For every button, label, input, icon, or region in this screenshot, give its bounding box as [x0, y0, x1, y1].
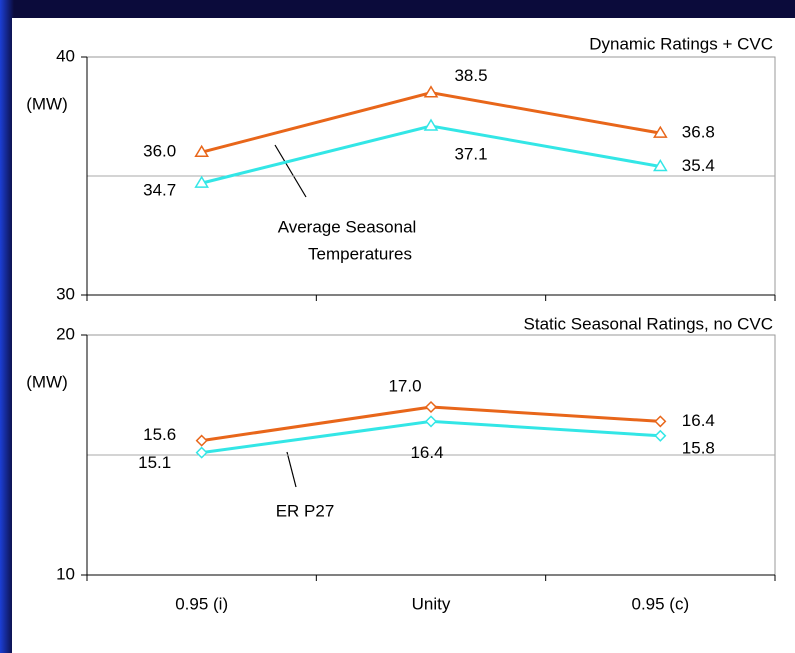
- y-tick-label: 30: [56, 284, 75, 303]
- y-axis-label: (MW): [26, 372, 68, 391]
- annotation: Temperatures: [308, 244, 412, 263]
- panel-title: Dynamic Ratings + CVC: [589, 34, 773, 53]
- panel-title: Static Seasonal Ratings, no CVC: [524, 314, 773, 333]
- annotation-pointer: [286, 451, 297, 488]
- marker: [653, 159, 668, 172]
- marker: [424, 400, 438, 414]
- data-label: 36.8: [682, 123, 715, 142]
- annotation: Average Seasonal: [278, 217, 417, 236]
- data-label: 16.4: [410, 443, 443, 462]
- data-label: 36.0: [143, 142, 176, 161]
- y-tick-label: 20: [56, 324, 75, 343]
- x-tick-label: 0.95 (c): [632, 594, 690, 613]
- data-label: 37.1: [454, 145, 487, 164]
- y-axis-label: (MW): [26, 94, 68, 113]
- marker: [423, 118, 439, 131]
- marker: [424, 415, 438, 428]
- marker: [194, 144, 209, 157]
- y-tick-label: 10: [56, 564, 75, 583]
- marker: [194, 175, 209, 188]
- data-label: 16.4: [682, 411, 715, 430]
- marker: [654, 415, 667, 428]
- marker: [654, 429, 667, 442]
- annotation-pointer: [274, 144, 307, 198]
- annotation: ER P27: [276, 501, 335, 520]
- data-label: 34.7: [143, 181, 176, 200]
- marker: [195, 446, 208, 459]
- marker: [653, 125, 668, 138]
- side-strip: [0, 0, 14, 653]
- x-tick-label: Unity: [412, 594, 451, 613]
- data-label: 15.8: [682, 438, 715, 457]
- data-label: 35.4: [682, 156, 715, 175]
- marker: [195, 434, 208, 447]
- x-tick-label: 0.95 (i): [175, 594, 228, 613]
- data-label: 15.6: [143, 425, 176, 444]
- data-label: 38.5: [454, 66, 487, 85]
- y-tick-label: 40: [56, 46, 75, 65]
- data-label: 15.1: [138, 453, 171, 472]
- data-label: 17.0: [388, 376, 421, 395]
- marker: [423, 85, 439, 98]
